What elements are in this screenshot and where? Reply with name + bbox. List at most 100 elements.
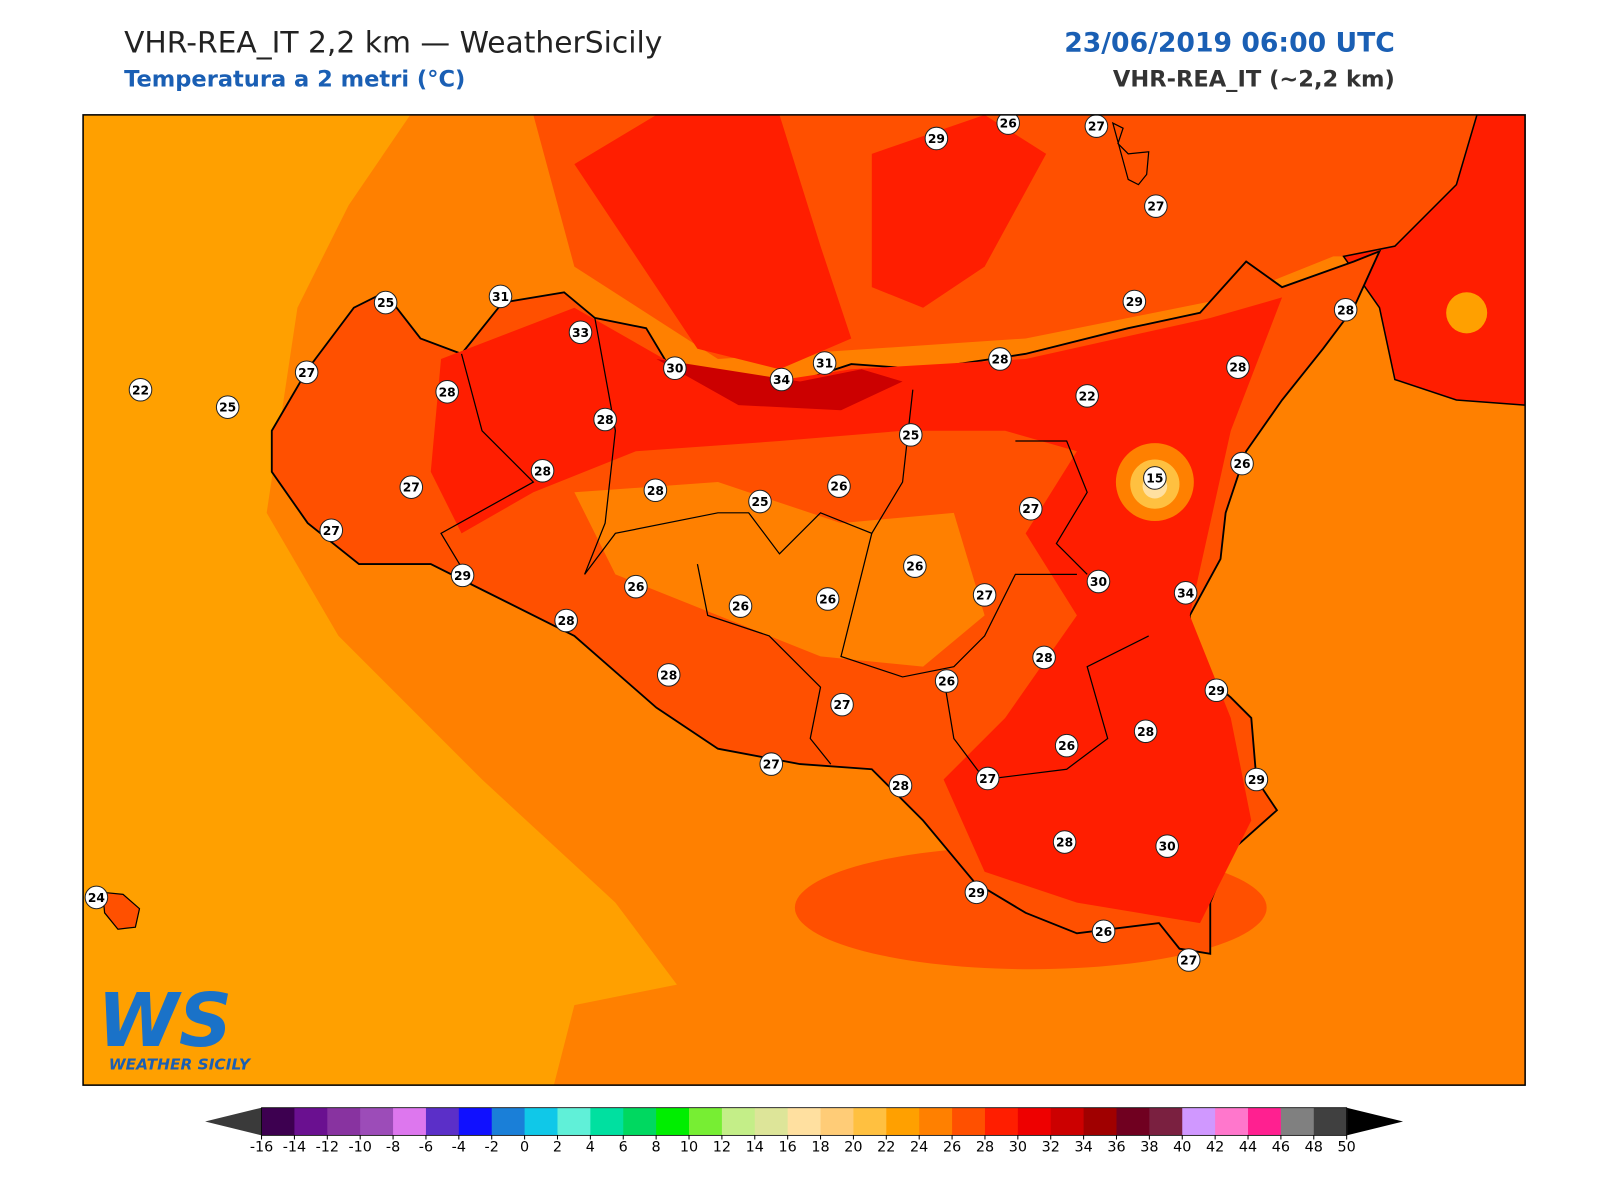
station-marker: [1086, 569, 1111, 594]
colorbar-tick-label: -10: [348, 1140, 371, 1156]
station-marker: [450, 563, 475, 588]
station-marker: [319, 518, 344, 543]
station: 27: [319, 518, 344, 543]
colorbar-segment: [557, 1107, 591, 1136]
inland-mild: [574, 482, 985, 667]
station-value: 22: [132, 383, 149, 397]
colorbar-tick-label: 50: [1338, 1140, 1356, 1156]
station-marker: [294, 360, 319, 385]
station-value: 28: [1036, 651, 1053, 665]
colorbar-tick-label: 0: [520, 1140, 529, 1156]
station-value: 25: [377, 296, 394, 310]
colorbar-segment: [491, 1107, 526, 1136]
station: 26: [996, 114, 1020, 135]
station-value: 28: [597, 413, 614, 427]
station: 28: [554, 608, 578, 633]
station-value: 30: [1159, 840, 1176, 854]
subtitle: Temperatura a 2 metri (°C): [124, 67, 465, 93]
colorbar-segment: [886, 1107, 920, 1136]
station-marker: [1333, 297, 1358, 322]
station-marker: [1032, 645, 1056, 670]
station-marker: [643, 478, 668, 503]
colorbar-segment: [294, 1107, 328, 1136]
station-marker: [827, 474, 851, 498]
sea-band: [871, 114, 1047, 308]
station-marker: [1133, 719, 1158, 744]
station: 27: [1018, 496, 1043, 521]
station-marker: [1054, 733, 1079, 758]
station: 15: [1143, 466, 1167, 490]
station-marker: [215, 395, 240, 419]
station-value: 26: [1058, 739, 1075, 753]
station-marker: [812, 351, 837, 375]
station-marker: [728, 594, 753, 618]
colorbar-segment: [393, 1107, 427, 1136]
colorbar-segment: [458, 1107, 493, 1136]
station: 26: [728, 594, 753, 618]
station: 26: [815, 587, 840, 611]
station-marker: [1155, 834, 1179, 858]
station: 30: [663, 356, 687, 380]
station-value: 34: [773, 373, 790, 387]
station-marker: [988, 347, 1012, 371]
colorbar-tick-label: 18: [811, 1140, 829, 1156]
station-marker: [435, 380, 459, 404]
station: 28: [1133, 719, 1158, 744]
station-value: 27: [403, 481, 420, 495]
station: 31: [812, 351, 837, 375]
station-value: 26: [906, 560, 923, 574]
colorbar-tick-label: 40: [1173, 1140, 1191, 1156]
station: 27: [1084, 114, 1109, 138]
station-marker: [975, 766, 1000, 791]
colorbar-segment: [425, 1107, 460, 1136]
station-value: 27: [979, 772, 996, 786]
station-value: 15: [1146, 471, 1163, 485]
station-marker: [759, 752, 784, 776]
station-marker: [373, 290, 398, 315]
colorbar-segment: [853, 1107, 887, 1136]
station: 29: [924, 126, 949, 151]
station: 27: [830, 692, 854, 717]
station: 28: [1226, 355, 1250, 379]
station-marker: [1226, 355, 1250, 379]
station-value: 28: [991, 353, 1008, 367]
colorbar-tick-label: 8: [652, 1140, 661, 1156]
colorbar-tick-label: -14: [283, 1140, 306, 1156]
title: VHR-REA_IT 2,2 km — WeatherSicily: [124, 26, 662, 61]
station-marker: [663, 356, 687, 380]
colorbar-frame: [261, 1107, 1348, 1136]
station-value: 28: [660, 668, 677, 682]
station-value: 28: [534, 464, 551, 478]
colorbar-segment: [1248, 1107, 1282, 1136]
colorbar-over: [1346, 1107, 1404, 1136]
model: VHR-REA_IT (~2,2 km): [1113, 67, 1395, 93]
station-marker: [888, 773, 913, 798]
colorbar-segment: [1280, 1107, 1315, 1136]
colorbar-segment: [1313, 1107, 1348, 1136]
colorbar-segment: [787, 1107, 822, 1136]
station: 22: [1075, 384, 1099, 408]
station-value: 33: [572, 326, 589, 340]
colorbar-under: [205, 1107, 262, 1136]
aeolian: [1111, 121, 1150, 186]
colorbar-tick-label: -2: [485, 1140, 499, 1156]
station-value: 22: [1079, 389, 1096, 403]
station: 28: [1032, 645, 1056, 670]
station-value: 28: [439, 385, 456, 399]
pantelleria: [101, 891, 141, 930]
station-marker: [934, 669, 959, 693]
station-value: 26: [627, 580, 644, 594]
station: 26: [827, 474, 851, 498]
colorbar-tick-label: 20: [844, 1140, 862, 1156]
colorbar-segment: [1050, 1107, 1085, 1136]
station-marker: [1176, 948, 1201, 972]
station-value: 28: [892, 779, 909, 793]
colorbar-segment: [1215, 1107, 1249, 1136]
station-marker: [530, 458, 555, 483]
station-value: 28: [1229, 361, 1246, 375]
colorbar-tick-label: 36: [1107, 1140, 1125, 1156]
province-borders: [440, 317, 1149, 781]
station: 29: [1122, 289, 1147, 314]
